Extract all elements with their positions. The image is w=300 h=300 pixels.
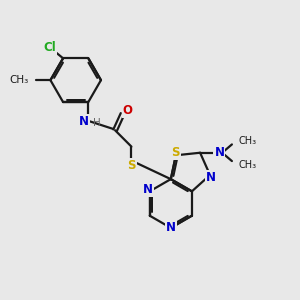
Text: N: N	[143, 183, 153, 196]
Text: N: N	[214, 146, 224, 159]
Text: S: S	[172, 146, 180, 159]
Text: CH₃: CH₃	[239, 160, 257, 170]
Text: CH₃: CH₃	[9, 75, 28, 85]
Text: H: H	[93, 118, 101, 128]
Text: Cl: Cl	[43, 41, 56, 54]
Text: S: S	[127, 159, 136, 172]
Text: N: N	[166, 221, 176, 234]
Text: CH₃: CH₃	[239, 136, 257, 146]
Text: N: N	[79, 115, 89, 128]
Text: N: N	[206, 171, 216, 184]
Text: O: O	[123, 104, 133, 117]
